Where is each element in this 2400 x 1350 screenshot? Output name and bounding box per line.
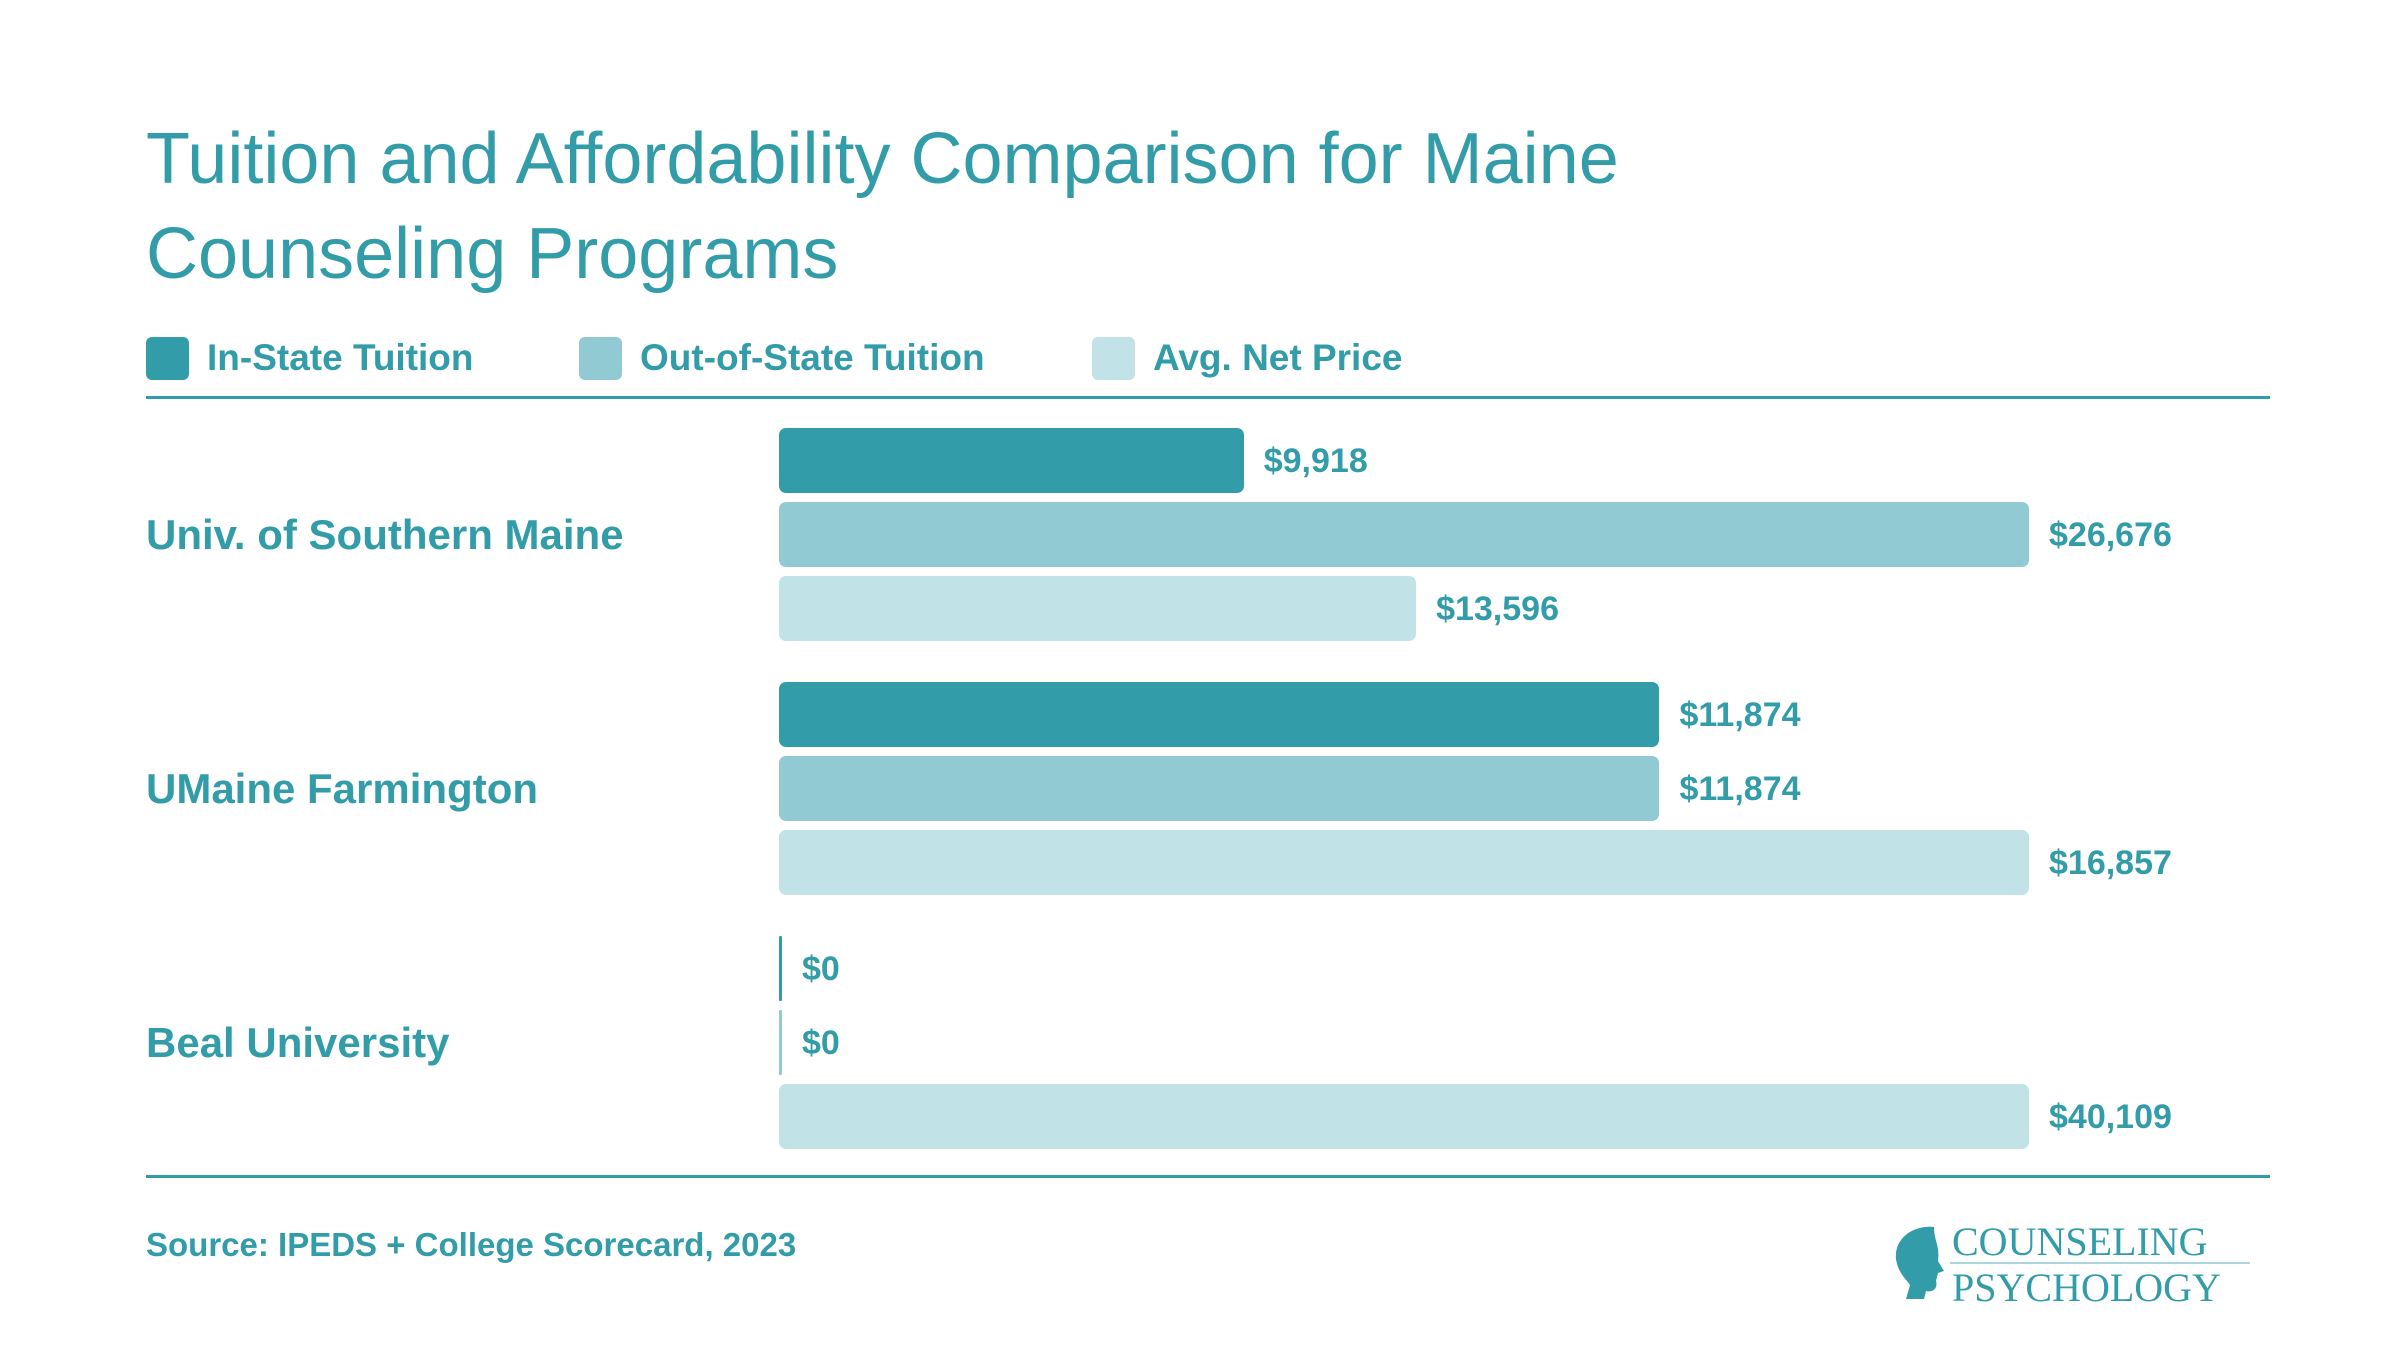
top-divider (146, 396, 2270, 399)
bar-value-beal-university-in-state-tuition: $0 (802, 949, 840, 988)
legend-label-out-of-state: Out-of-State Tuition (640, 337, 985, 378)
logo-line-2: PSYCHOLOGY (1952, 1265, 2221, 1305)
bar-beal-university-in-state-tuition (779, 936, 782, 1001)
bar-univ-of-southern-maine-in-state-tuition (779, 428, 1244, 493)
category-label-beal-university: Beal University (146, 1018, 450, 1066)
bar-umaine-farmington-in-state-tuition (779, 682, 1660, 747)
legend-item-out-of-state: Out-of-State Tuition (579, 333, 985, 383)
bar-value-umaine-farmington-avg-net-price: $16,857 (2049, 843, 2172, 882)
legend-label-net-price: Avg. Net Price (1153, 337, 1403, 378)
legend-label-in-state: In-State Tuition (207, 337, 474, 378)
bar-univ-of-southern-maine-avg-net-price (779, 576, 1417, 641)
bar-beal-university-out-of-state-tuition (779, 1010, 782, 1075)
bar-value-beal-university-avg-net-price: $40,109 (2049, 1097, 2172, 1136)
logo-line-1: COUNSELING (1952, 1219, 2208, 1264)
bar-value-beal-university-out-of-state-tuition: $0 (802, 1023, 840, 1062)
bar-beal-university-avg-net-price (779, 1084, 2029, 1149)
legend-swatch-out-of-state (579, 336, 622, 380)
category-label-umaine-farmington: UMaine Farmington (146, 764, 539, 812)
bar-univ-of-southern-maine-out-of-state-tuition (779, 502, 2029, 567)
bar-value-umaine-farmington-out-of-state-tuition: $11,874 (1679, 769, 1801, 808)
bar-umaine-farmington-avg-net-price (779, 830, 2029, 895)
counseling-psychology-logo: COUNSELING PSYCHOLOGY (1895, 1219, 2250, 1305)
source-note: Source: IPEDS + College Scorecard, 2023 (146, 1226, 797, 1263)
bar-value-univ-of-southern-maine-out-of-state-tuition: $26,676 (2049, 515, 2172, 554)
bar-value-univ-of-southern-maine-in-state-tuition: $9,918 (1263, 441, 1368, 480)
head-silhouette-icon (1895, 1226, 1944, 1299)
legend-swatch-net-price (1092, 336, 1135, 380)
legend-item-net-price: Avg. Net Price (1092, 333, 1403, 383)
bar-umaine-farmington-out-of-state-tuition (779, 756, 1660, 821)
bar-value-umaine-farmington-in-state-tuition: $11,874 (1679, 695, 1801, 734)
chart-title: Tuition and Affordability Comparison for… (146, 119, 1619, 294)
legend-item-in-state: In-State Tuition (146, 333, 474, 383)
bottom-divider (146, 1175, 2270, 1178)
bar-value-univ-of-southern-maine-avg-net-price: $13,596 (1436, 589, 1559, 628)
legend-swatch-in-state (146, 336, 189, 380)
category-label-univ-of-southern-maine: Univ. of Southern Maine (146, 510, 624, 558)
